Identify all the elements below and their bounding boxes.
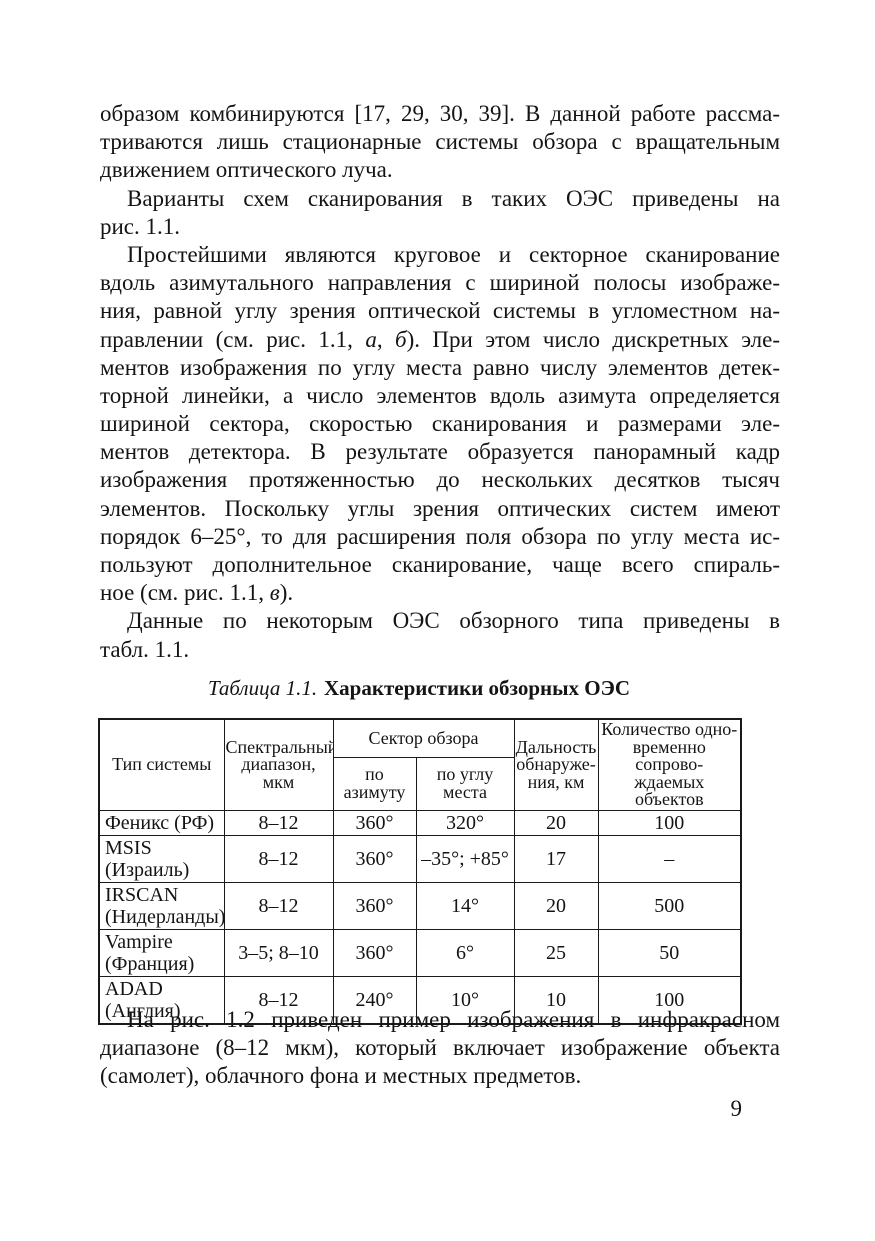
- table-row: Феникс (РФ) 8–12 360° 320° 20 100: [98, 809, 742, 836]
- text-line: вдоль азимутального направления с ширино…: [100, 270, 780, 296]
- cell-tracked-objects: 500: [597, 881, 742, 930]
- column-header-view-sector: Сектор обзора: [332, 718, 515, 758]
- body-text-bottom: На рис. 1.2 приведен пример изображения …: [100, 1006, 780, 1091]
- cell-tracked-objects: 50: [597, 928, 742, 977]
- characteristics-table: Тип системы Спектральный диапазон, мкм С…: [98, 718, 743, 1025]
- cell-tracked-objects: 100: [597, 975, 742, 1024]
- cell-elevation: 6°: [415, 928, 515, 977]
- table-caption: Таблица 1.1. Характеристики обзорных ОЭС: [98, 676, 740, 701]
- column-header-system-type: Тип системы: [98, 718, 225, 811]
- cell-azimuth: 360°: [332, 928, 417, 977]
- text-line: ния, равной углу зрения оптической систе…: [100, 298, 780, 324]
- text-line: (самолет), облачного фона и местных пред…: [100, 1063, 582, 1089]
- column-header-tracked-objects: Количество одно- временно сопрово- ждаем…: [597, 718, 742, 811]
- column-header-spectral-range: Спектральный диапазон, мкм: [223, 718, 334, 811]
- cell-spectral-range: 8–12: [223, 881, 334, 930]
- cell-tracked-objects: –: [597, 834, 742, 883]
- cell-azimuth: 360°: [332, 834, 417, 883]
- text-line: изображения протяженностью до нескольких…: [100, 467, 780, 493]
- cell-elevation: 10°: [415, 975, 515, 1024]
- text-line: рис. 1.1.: [100, 213, 181, 239]
- text-line: порядок 6–25°, то для расширения поля об…: [100, 523, 780, 549]
- characteristics-table-wrap: Тип системы Спектральный диапазон, мкм С…: [98, 718, 743, 1025]
- text-line: торной линейки, а число элементов вдоль …: [100, 382, 780, 408]
- text-line: табл. 1.1.: [100, 636, 190, 662]
- text-line: образом комбинируются [17, 29, 30, 39]. …: [100, 101, 780, 126]
- cell-tracked-objects: 100: [597, 809, 742, 836]
- cell-system-type: Vampire (Франция): [98, 928, 225, 977]
- cell-elevation: 320°: [415, 809, 515, 836]
- cell-azimuth: 240°: [332, 975, 417, 1024]
- text-line: движением оптического луча.: [100, 157, 393, 183]
- page-number: 9: [730, 1096, 743, 1121]
- text-line: ное (см. рис. 1.1, в).: [100, 580, 294, 606]
- text-line: пользуют дополнительное сканирование, ча…: [100, 552, 780, 577]
- table-caption-label: Таблица 1.1.: [207, 676, 318, 700]
- text-line: На рис. 1.2 приведен пример изображения …: [127, 1007, 780, 1032]
- cell-spectral-range: 3–5; 8–10: [223, 928, 334, 977]
- cell-azimuth: 360°: [332, 881, 417, 930]
- cell-system-type: Феникс (РФ): [98, 809, 225, 836]
- text-line: ментов детектора. В результате образуетс…: [100, 439, 780, 465]
- table-row: MSIS (Израиль) 8–12 360° –35°; +85° 17 –: [98, 834, 742, 883]
- text-line: Простейшими являются круговое и секторно…: [127, 241, 780, 267]
- text-line: элементов. Поскольку углы зрения оптичес…: [100, 495, 780, 521]
- text-line: шириной сектора, скоростью сканирования …: [100, 411, 780, 437]
- cell-azimuth: 360°: [332, 809, 417, 836]
- table-row: ADAD (Англия) 8–12 240° 10° 10 100: [98, 975, 742, 1024]
- text-line: диапазоне (8–12 мкм), который включает и…: [100, 1035, 780, 1061]
- cell-elevation: –35°; +85°: [415, 834, 515, 883]
- cell-system-type: IRSCAN (Нидерланды): [98, 881, 225, 930]
- cell-spectral-range: 8–12: [223, 809, 334, 836]
- column-header-azimuth: по азимуту: [332, 756, 417, 811]
- text-line: Варианты схем сканирования в таких ОЭС п…: [127, 185, 780, 211]
- cell-detection-range: 20: [513, 881, 599, 930]
- column-header-elevation: по углу места: [415, 756, 515, 811]
- cell-spectral-range: 8–12: [223, 975, 334, 1024]
- table-row: IRSCAN (Нидерланды) 8–12 360° 14° 20 500: [98, 881, 742, 930]
- table-caption-title: Характеристики обзорных ОЭС: [324, 676, 631, 700]
- cell-spectral-range: 8–12: [223, 834, 334, 883]
- table-row: Vampire (Франция) 3–5; 8–10 360° 6° 25 5…: [98, 928, 742, 977]
- body-text-top: образом комбинируются [17, 29, 30, 39]. …: [100, 100, 780, 664]
- cell-detection-range: 17: [513, 834, 599, 883]
- cell-detection-range: 20: [513, 809, 599, 836]
- cell-detection-range: 25: [513, 928, 599, 977]
- text-line: ментов изображения по углу места равно ч…: [100, 354, 780, 380]
- column-header-detection-range: Дальность обнаруже- ния, км: [513, 718, 599, 811]
- text-line: правлении (см. рис. 1.1, а, б). При этом…: [100, 326, 781, 352]
- cell-system-type: ADAD (Англия): [98, 975, 225, 1024]
- cell-elevation: 14°: [415, 881, 515, 930]
- text-line: Данные по некоторым ОЭС обзорного типа п…: [127, 608, 780, 634]
- cell-system-type: MSIS (Израиль): [98, 834, 225, 883]
- text-line: триваются лишь стационарные системы обзо…: [100, 129, 780, 155]
